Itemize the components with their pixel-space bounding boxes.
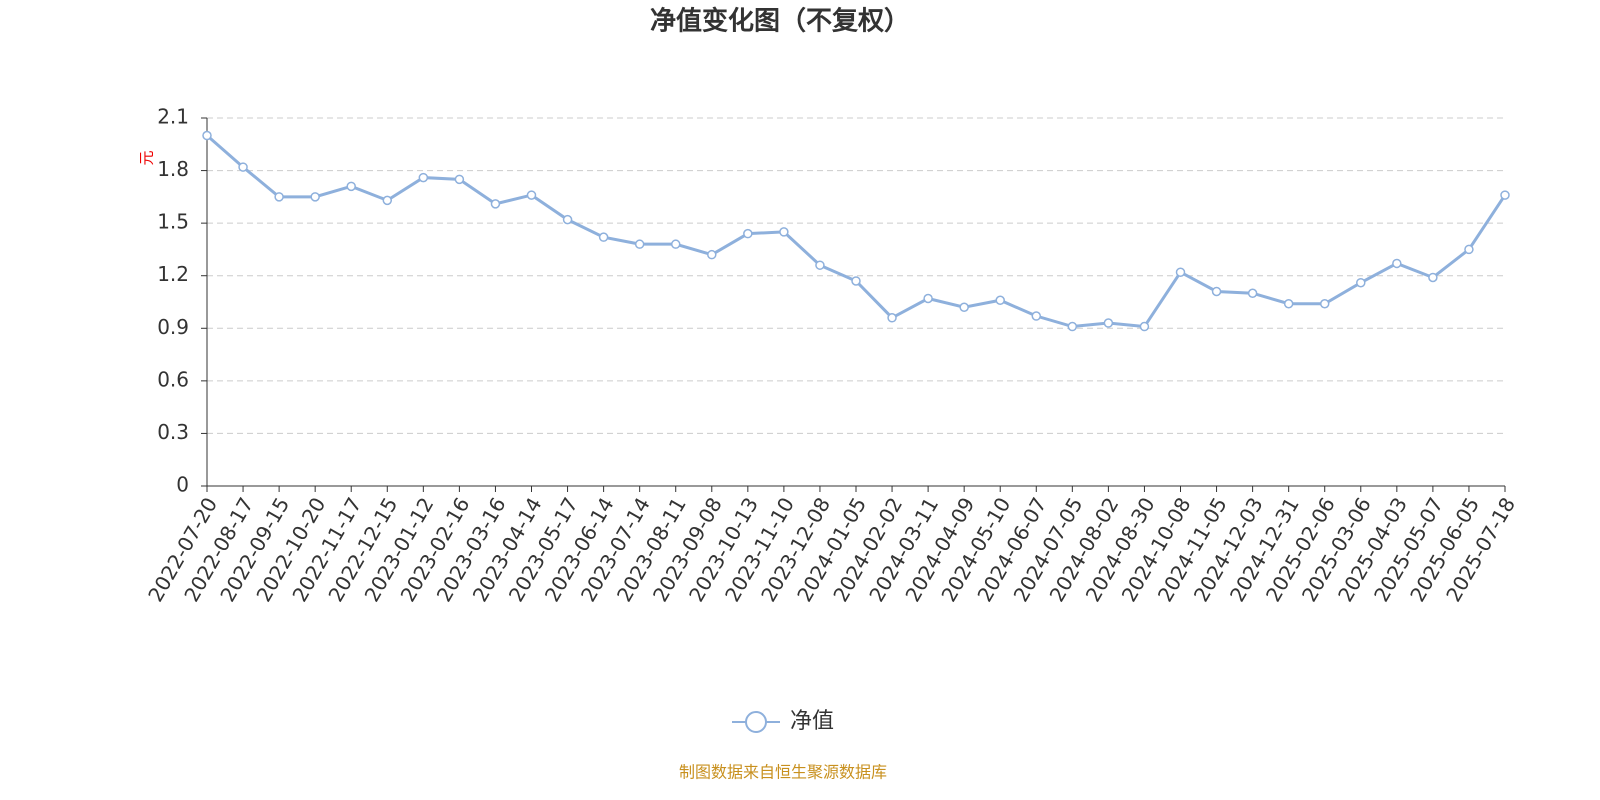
point-marker — [346, 181, 356, 192]
y-tick-label: 1.8 — [157, 157, 189, 181]
series-line — [206, 134, 1507, 329]
y-tick-label: 0.9 — [157, 315, 189, 339]
point-marker — [1175, 267, 1186, 277]
point-marker — [1319, 299, 1330, 309]
point-marker — [634, 239, 645, 249]
point-marker — [1283, 299, 1294, 309]
legend-marker — [745, 711, 767, 733]
point-marker — [454, 174, 465, 185]
legend-label: 净值 — [790, 709, 834, 734]
y-axis-label: 元 — [138, 150, 156, 165]
point-marker — [743, 228, 753, 239]
source-note: 制图数据来自恒生聚源数据库 — [679, 763, 887, 782]
point-marker — [526, 190, 537, 200]
point-marker — [995, 295, 1005, 305]
point-marker — [887, 313, 897, 323]
y-tick-label: 1.2 — [157, 262, 189, 286]
point-marker — [923, 293, 933, 304]
point-marker — [779, 227, 789, 237]
point-marker — [815, 260, 825, 270]
point-marker — [1031, 311, 1042, 321]
point-marker — [707, 249, 717, 260]
point-marker — [670, 239, 681, 249]
point-marker — [202, 130, 212, 141]
chart-title: 净值变化图（不复权） — [650, 6, 910, 37]
y-tick-label: 0 — [176, 473, 189, 497]
point-marker — [1356, 277, 1366, 288]
point-marker — [959, 302, 969, 313]
point-marker — [1211, 286, 1222, 297]
point-marker — [598, 232, 609, 242]
point-marker — [274, 192, 284, 202]
point-marker — [1392, 258, 1402, 269]
point-marker — [1067, 321, 1078, 332]
point-marker — [382, 195, 393, 206]
y-tick-label: 2.1 — [157, 105, 189, 129]
point-marker — [310, 192, 320, 202]
y-tick-label: 0.6 — [157, 367, 189, 391]
point-marker — [1464, 244, 1474, 255]
point-marker — [851, 276, 861, 286]
point-marker — [490, 199, 501, 209]
point-marker — [418, 172, 429, 183]
point-marker — [1103, 318, 1114, 328]
point-marker — [1500, 190, 1510, 200]
point-marker — [1428, 272, 1438, 283]
point-marker — [238, 162, 248, 172]
point-marker — [562, 214, 573, 225]
y-tick-label: 0.3 — [157, 420, 189, 444]
y-tick-label: 1.5 — [157, 210, 189, 234]
point-marker — [1139, 321, 1150, 332]
point-marker — [1247, 288, 1258, 298]
